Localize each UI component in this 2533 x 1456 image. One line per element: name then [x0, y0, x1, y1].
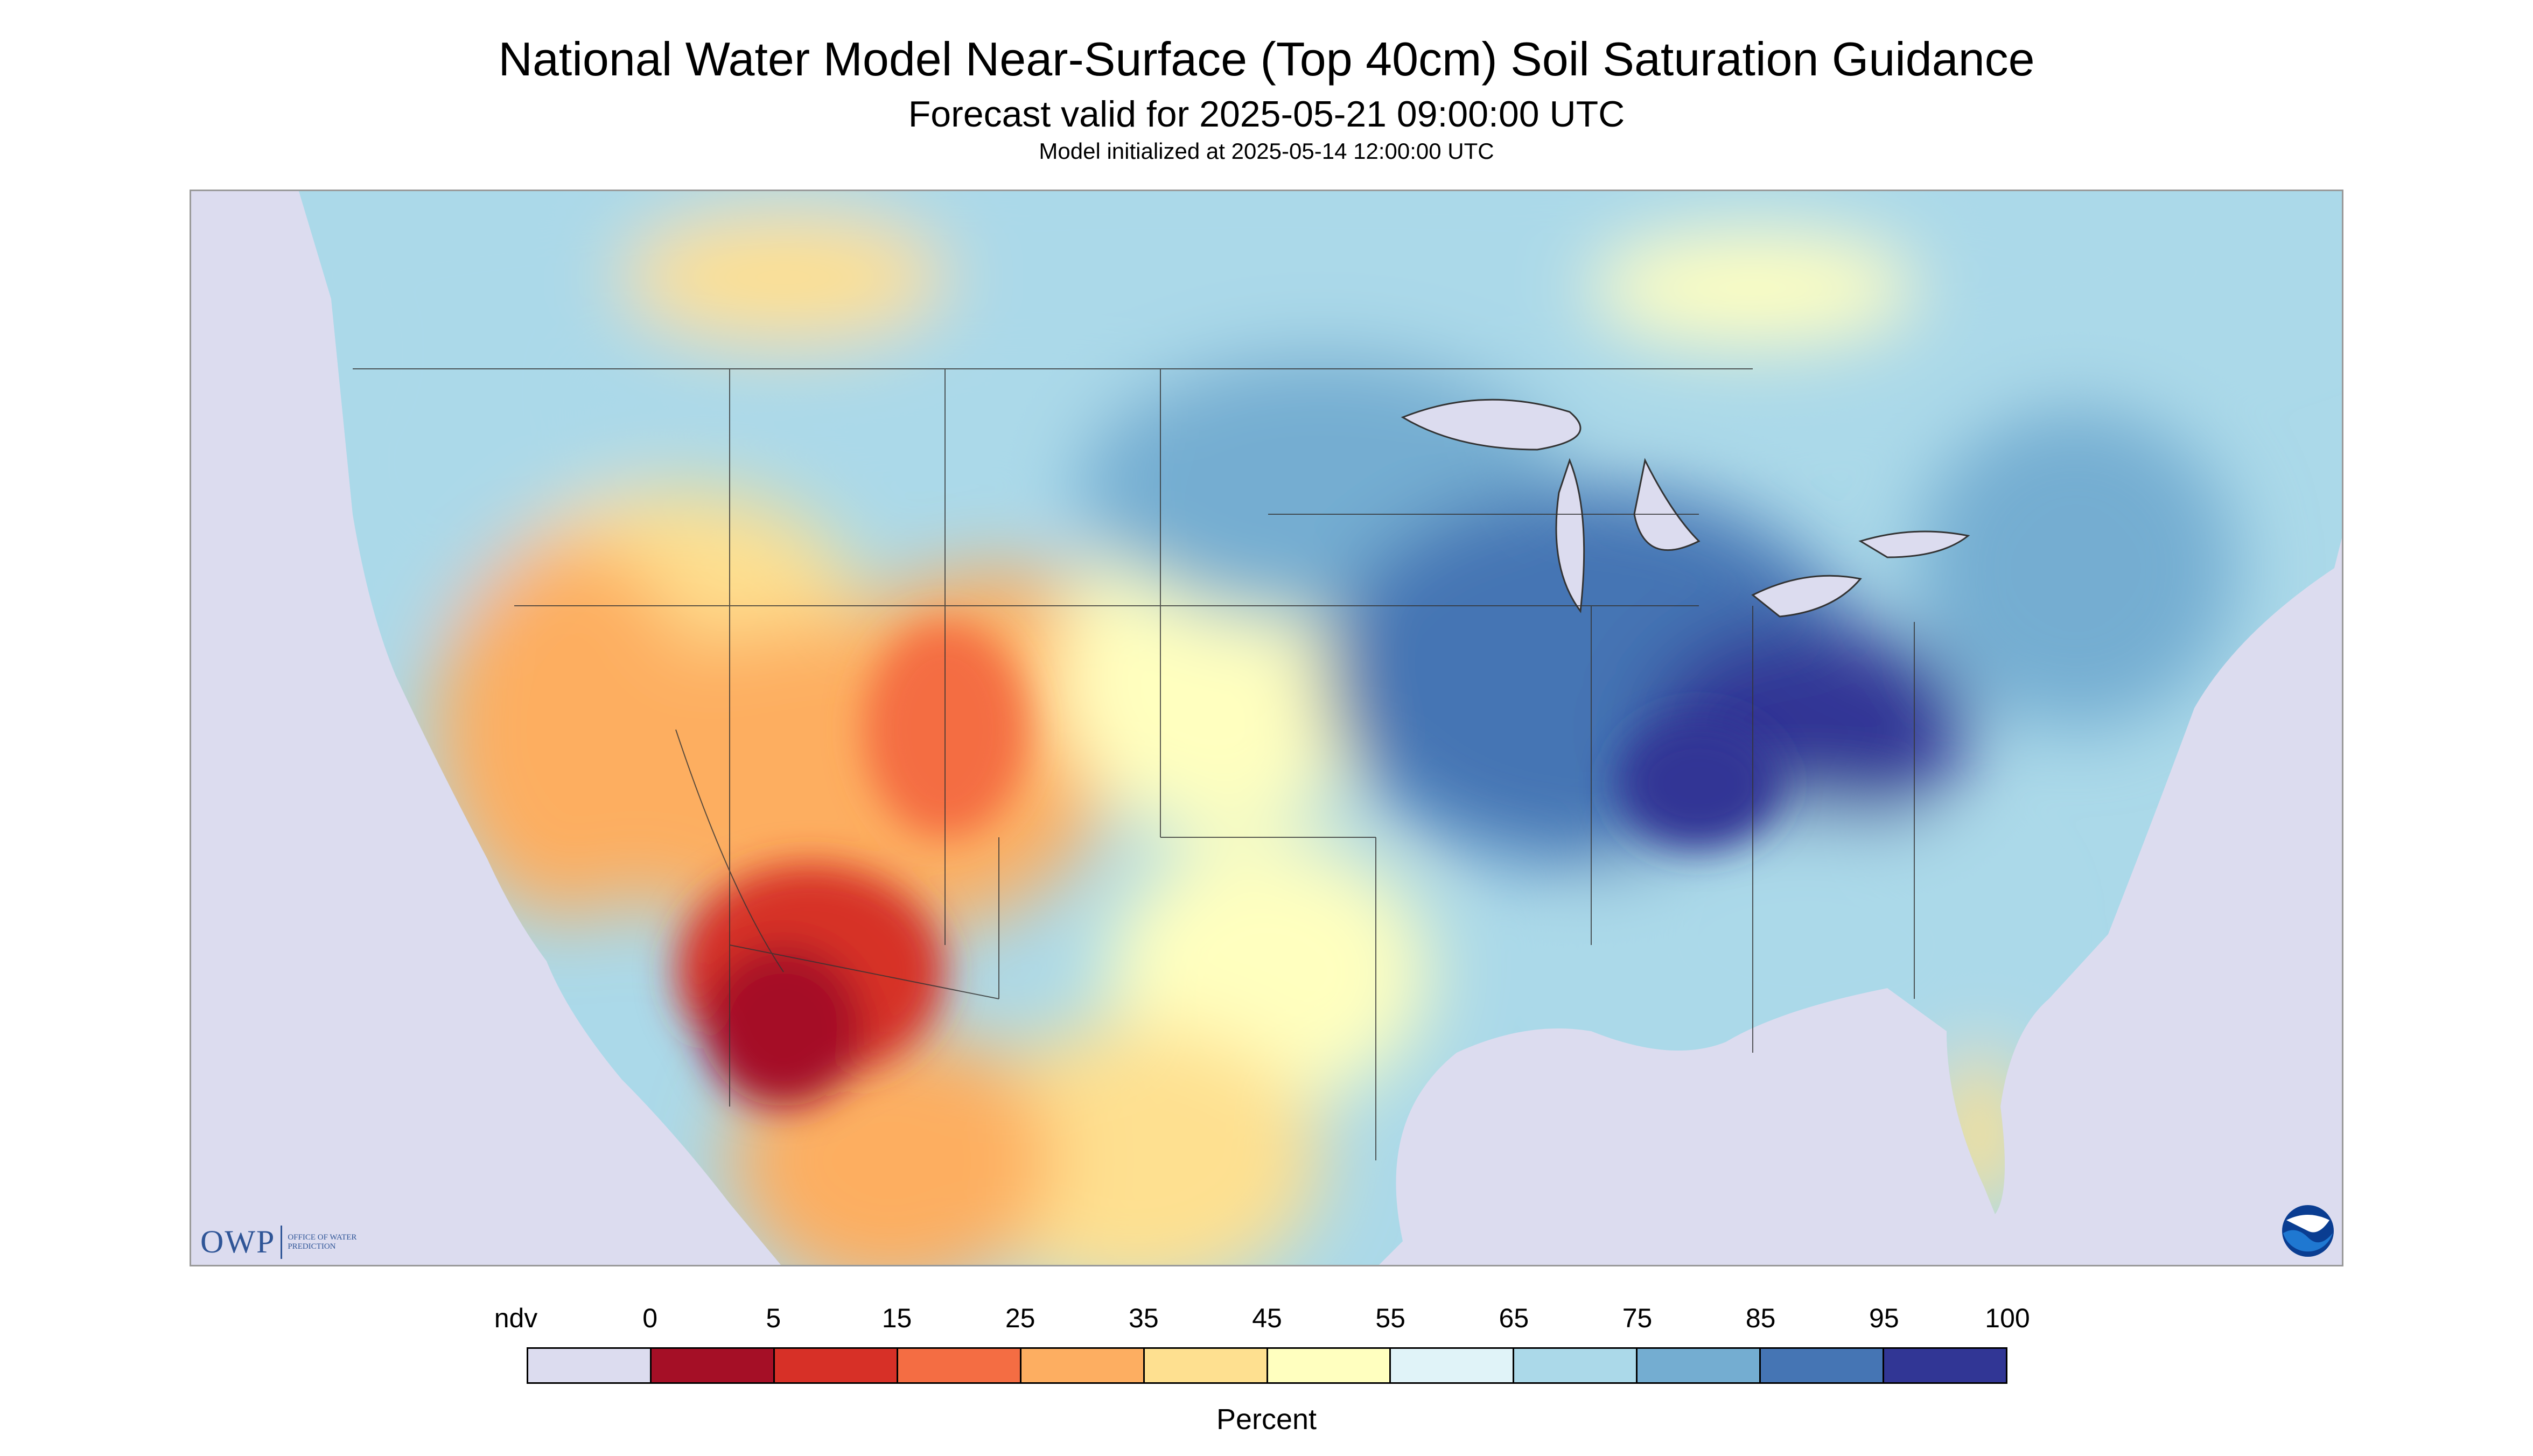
legend-tick-label: 95	[1869, 1303, 1899, 1333]
legend-swatch	[1761, 1349, 1885, 1382]
legend-swatch	[1391, 1349, 1515, 1382]
legend-swatch	[774, 1349, 898, 1382]
forecast-valid-time: Forecast valid for 2025-05-21 09:00:00 U…	[908, 94, 1625, 135]
legend-tick-label: 65	[1499, 1303, 1529, 1333]
legend-tick-label: 25	[1005, 1303, 1035, 1333]
legend-swatch	[1144, 1349, 1268, 1382]
legend-tick-label: 75	[1622, 1303, 1653, 1333]
legend-swatch	[1638, 1349, 1761, 1382]
legend-colorbar	[527, 1347, 2007, 1384]
legend-swatch	[528, 1349, 652, 1382]
noaa-logo	[2281, 1204, 2335, 1258]
legend-swatch	[1884, 1349, 2006, 1382]
great-lakes	[1401, 398, 1970, 618]
legend-tick-label: 85	[1745, 1303, 1776, 1333]
legend-units: Percent	[1216, 1403, 1317, 1436]
legend-tick-label: 0	[642, 1303, 658, 1333]
legend-swatch	[1268, 1349, 1391, 1382]
legend-tick-label: ndv	[494, 1303, 538, 1333]
legend-swatch	[1514, 1349, 1638, 1382]
legend-tick-label: 55	[1375, 1303, 1405, 1333]
owp-logo-text: OWP	[200, 1224, 276, 1259]
page-title: National Water Model Near-Surface (Top 4…	[498, 32, 2035, 86]
legend-tick-label: 15	[881, 1303, 912, 1333]
state-borders	[353, 368, 1915, 1160]
legend-tick-label: 5	[766, 1303, 781, 1333]
soil-saturation-map	[190, 190, 2343, 1266]
legend-swatch	[651, 1349, 775, 1382]
legend-swatch	[1021, 1349, 1145, 1382]
owp-logo-divider	[281, 1225, 283, 1259]
legend-swatch	[898, 1349, 1021, 1382]
legend-tick-label: 100	[1985, 1303, 2030, 1333]
model-init-time: Model initialized at 2025-05-14 12:00:00…	[1039, 138, 1494, 164]
legend-tick-label: 45	[1252, 1303, 1282, 1333]
owp-logo-subtext: OFFICE OF WATER PREDICTION	[288, 1233, 357, 1251]
legend-tick-label: 35	[1129, 1303, 1159, 1333]
owp-logo: OWP OFFICE OF WATER PREDICTION	[200, 1223, 358, 1261]
